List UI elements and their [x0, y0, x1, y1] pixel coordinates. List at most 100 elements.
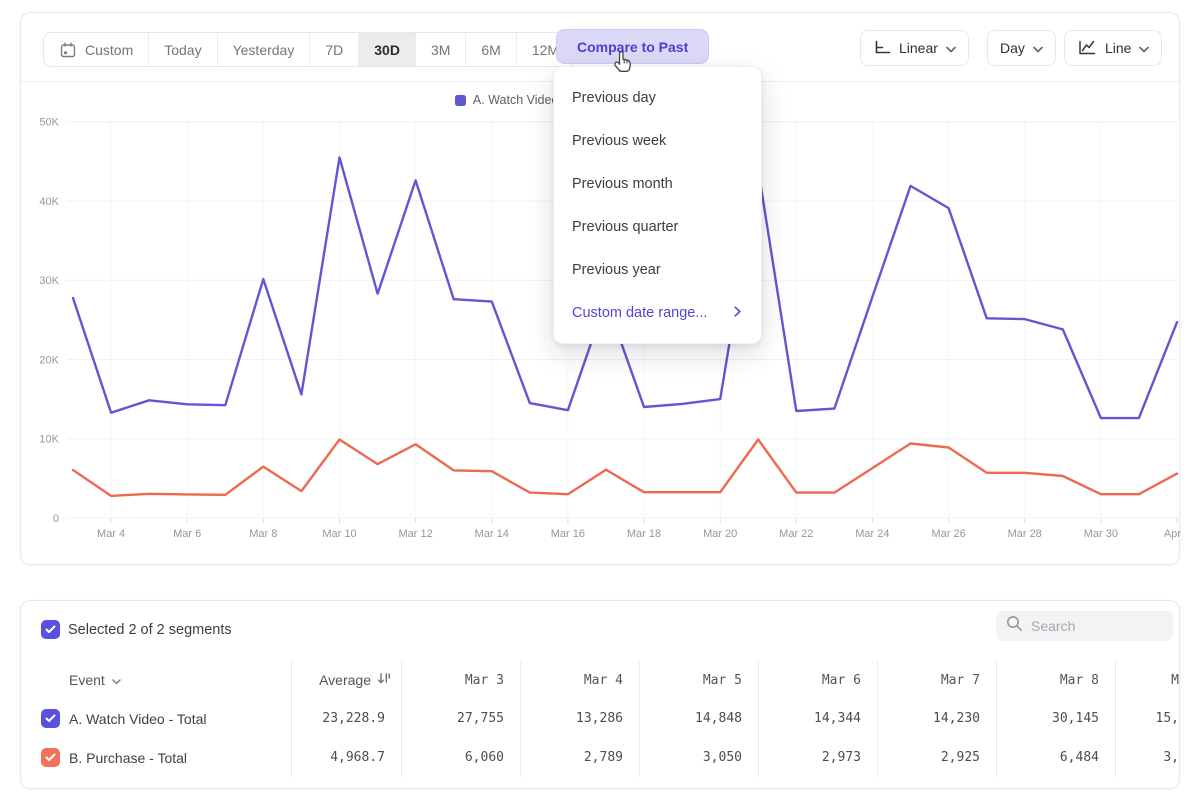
value-cell: 27,755: [401, 699, 520, 738]
segments-card: Selected 2 of 2 segments Event Average: [20, 600, 1180, 789]
value-cell: 2,973: [758, 738, 877, 777]
svg-text:Mar 16: Mar 16: [551, 528, 585, 540]
date-column-header[interactable]: Mar 5: [639, 661, 758, 699]
svg-text:Mar 26: Mar 26: [931, 528, 965, 540]
svg-text:Mar 20: Mar 20: [703, 528, 737, 540]
chevron-down-icon: [946, 40, 956, 56]
value-cell: 15,: [1115, 699, 1179, 738]
range-button-label: 6M: [481, 41, 501, 58]
svg-text:Mar 24: Mar 24: [855, 528, 889, 540]
average-header-label: Average: [319, 672, 371, 688]
table-row[interactable]: A. Watch Video - Total 23,228.9 27,755 13,2…: [21, 699, 1179, 738]
range-button-yesterday[interactable]: Yesterday: [216, 33, 310, 66]
svg-text:Mar 12: Mar 12: [398, 528, 432, 540]
compare-to-past-button[interactable]: Compare to Past: [556, 29, 710, 64]
value-cell: 3,050: [639, 738, 758, 777]
menu-item-previous-year[interactable]: Previous year: [572, 261, 661, 278]
svg-text:40K: 40K: [39, 196, 59, 208]
svg-text:Mar 6: Mar 6: [173, 528, 201, 540]
event-cell: B. Purchase - Total: [41, 738, 291, 777]
value-cell: 14,344: [758, 699, 877, 738]
chevron-right-icon: [734, 305, 741, 321]
date-column-header[interactable]: Mar 7: [877, 661, 996, 699]
menu-item-previous-month[interactable]: Previous month: [572, 175, 673, 192]
range-button-12m[interactable]: 12M: [515, 33, 574, 66]
range-button-label: 3M: [430, 41, 451, 58]
date-column-header[interactable]: Mar 6: [758, 661, 877, 699]
select-all-checkbox[interactable]: [41, 620, 60, 639]
chart-type-dropdown-label: Line: [1105, 40, 1132, 56]
row-checkbox[interactable]: [41, 709, 60, 728]
svg-text:Mar 4: Mar 4: [97, 528, 125, 540]
svg-text:20K: 20K: [39, 355, 59, 367]
event-column-header[interactable]: Event: [41, 661, 291, 699]
value-cell: 13,286: [520, 699, 639, 738]
value-cell: 6,060: [401, 738, 520, 777]
sort-descending-icon[interactable]: [377, 672, 391, 688]
svg-text:10K: 10K: [39, 434, 59, 446]
average-column-header[interactable]: Average: [291, 661, 401, 699]
menu-item-custom-date-range[interactable]: Custom date range...: [554, 291, 761, 334]
date-column-header[interactable]: Mar 8: [996, 661, 1115, 699]
menu-item-previous-week[interactable]: Previous week: [572, 132, 667, 149]
range-button-label: 12M: [531, 41, 560, 58]
line-chart-plot[interactable]: 0 10K 20K 30K 40K 50K Mar 4 Mar 6 Mar 8 Mar 10 Mar…: [21, 89, 1181, 559]
range-button-30d[interactable]: 30D: [358, 33, 415, 66]
custom-date-range-label: Custom date range...: [572, 304, 708, 321]
legend-swatch: [454, 94, 466, 106]
menu-item-previous-day[interactable]: Previous day: [572, 89, 656, 106]
chevron-down-icon: [112, 672, 121, 688]
range-button-label: Custom: [85, 41, 134, 58]
chevron-down-icon: [1033, 40, 1043, 56]
linear-axis-icon: [873, 38, 891, 59]
menu-items: Previous day Previous week Previous month P…: [554, 76, 761, 291]
svg-text:Mar 28: Mar 28: [1008, 528, 1042, 540]
range-button-7d[interactable]: 7D: [309, 33, 358, 66]
row-checkbox[interactable]: [41, 748, 60, 767]
event-header-label: Event: [69, 672, 105, 688]
value-cell: 3,: [1115, 738, 1179, 777]
svg-text:Mar 8: Mar 8: [249, 528, 277, 540]
svg-text:Mar 22: Mar 22: [779, 528, 813, 540]
chart-type-dropdown[interactable]: Line: [1064, 30, 1163, 66]
svg-text:Mar 30: Mar 30: [1084, 528, 1118, 540]
value-cell: 14,230: [877, 699, 996, 738]
svg-text:Apr 1: Apr 1: [1164, 528, 1181, 540]
selected-segments-label: Selected 2 of 2 segments: [68, 622, 232, 638]
date-column-header[interactable]: Mar 4: [520, 661, 639, 699]
date-range-group: Custom Today Yesterday 7D 30D 3M 6M 12M: [43, 32, 576, 67]
range-button-3m[interactable]: 3M: [414, 33, 465, 66]
interval-dropdown-label: Day: [1000, 40, 1025, 56]
interval-dropdown[interactable]: Day: [987, 30, 1056, 66]
range-button-label: 7D: [325, 41, 344, 58]
svg-text:30K: 30K: [39, 275, 59, 287]
search-input[interactable]: [1031, 618, 1163, 634]
event-label: A. Watch Video - Total: [69, 710, 207, 727]
search-box: [996, 611, 1173, 641]
range-button-6m[interactable]: 6M: [465, 33, 515, 66]
value-cell: 6,484: [996, 738, 1115, 777]
date-column-header[interactable]: M: [1115, 661, 1179, 699]
range-button-today[interactable]: Today: [148, 33, 216, 66]
range-button-label: Yesterday: [232, 41, 295, 58]
date-column-header[interactable]: Mar 3: [401, 661, 520, 699]
search-icon: [1006, 615, 1023, 637]
line-chart-icon: [1077, 38, 1097, 59]
compare-to-past-menu: Previous day Previous week Previous month P…: [553, 66, 762, 344]
average-value-cell: 4,968.7: [291, 738, 401, 777]
value-cell: 2,925: [877, 738, 996, 777]
menu-item-previous-quarter[interactable]: Previous quarter: [572, 218, 679, 235]
table-row[interactable]: B. Purchase - Total 4,968.7 6,060 2,789 3,05…: [21, 738, 1179, 777]
svg-text:50K: 50K: [39, 117, 59, 129]
scale-dropdown[interactable]: Linear: [860, 30, 969, 66]
value-cell: 30,145: [996, 699, 1115, 738]
event-label: B. Purchase - Total: [69, 749, 188, 766]
range-button-label: 30D: [374, 41, 400, 58]
svg-text:Mar 14: Mar 14: [475, 528, 509, 540]
scale-dropdown-label: Linear: [899, 40, 938, 56]
average-value-cell: 23,228.9: [291, 699, 401, 738]
range-button-custom[interactable]: Custom: [44, 33, 148, 66]
